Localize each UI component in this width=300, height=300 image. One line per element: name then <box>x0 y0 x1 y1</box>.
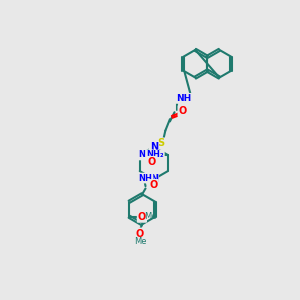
Text: S: S <box>157 138 164 148</box>
Text: N: N <box>150 174 158 184</box>
Text: NH: NH <box>139 151 152 160</box>
Text: Me: Me <box>134 237 146 246</box>
Text: O: O <box>138 212 146 222</box>
Text: NH: NH <box>139 174 152 183</box>
Text: Me: Me <box>144 212 156 221</box>
Text: N: N <box>150 142 158 152</box>
Text: O: O <box>147 157 155 167</box>
Text: O: O <box>149 180 158 190</box>
Text: O: O <box>178 106 187 116</box>
Text: O: O <box>136 229 144 238</box>
Text: NH₂: NH₂ <box>146 151 164 160</box>
Text: NH: NH <box>176 94 191 103</box>
